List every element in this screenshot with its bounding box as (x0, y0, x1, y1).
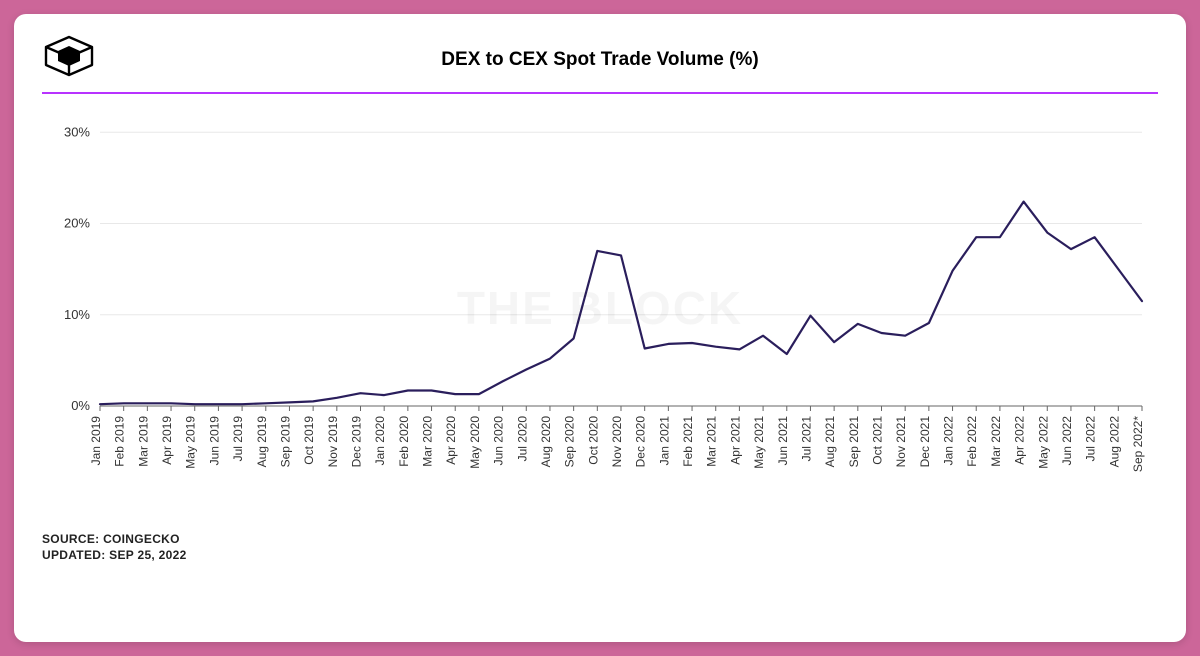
svg-text:Nov 2021: Nov 2021 (894, 416, 908, 468)
svg-text:Dec 2021: Dec 2021 (918, 416, 932, 468)
svg-text:Aug 2020: Aug 2020 (539, 416, 553, 468)
svg-text:Nov 2020: Nov 2020 (610, 416, 624, 468)
svg-text:Mar 2020: Mar 2020 (421, 416, 435, 467)
theblock-logo-icon (42, 34, 96, 83)
svg-text:Jun 2022: Jun 2022 (1060, 416, 1074, 466)
svg-text:Jan 2022: Jan 2022 (942, 416, 956, 466)
svg-text:Aug 2022: Aug 2022 (1107, 416, 1121, 468)
chart-footer: SOURCE: COINGECKO UPDATED: SEP 25, 2022 (42, 532, 1158, 563)
svg-text:Oct 2020: Oct 2020 (586, 416, 600, 465)
source-label: SOURCE: COINGECKO (42, 532, 1158, 548)
svg-text:Sep 2019: Sep 2019 (279, 416, 293, 468)
svg-text:Feb 2019: Feb 2019 (113, 416, 127, 467)
svg-text:Nov 2019: Nov 2019 (326, 416, 340, 468)
svg-text:Jun 2021: Jun 2021 (776, 416, 790, 466)
svg-text:Jan 2021: Jan 2021 (657, 416, 671, 466)
svg-text:Apr 2019: Apr 2019 (160, 416, 174, 465)
svg-text:Jun 2019: Jun 2019 (207, 416, 221, 466)
svg-text:Jul 2020: Jul 2020 (515, 416, 529, 462)
svg-text:Apr 2021: Apr 2021 (728, 416, 742, 465)
svg-text:Feb 2020: Feb 2020 (397, 416, 411, 467)
svg-text:Sep 2022*: Sep 2022* (1131, 416, 1145, 472)
chart-card: DEX to CEX Spot Trade Volume (%) THE BLO… (14, 14, 1186, 642)
svg-text:Apr 2022: Apr 2022 (1013, 416, 1027, 465)
svg-text:Oct 2021: Oct 2021 (871, 416, 885, 465)
header-row: DEX to CEX Spot Trade Volume (%) (42, 34, 1158, 86)
svg-text:May 2019: May 2019 (184, 416, 198, 469)
svg-text:Mar 2021: Mar 2021 (705, 416, 719, 467)
svg-text:May 2020: May 2020 (468, 416, 482, 469)
svg-text:30%: 30% (64, 124, 90, 139)
svg-text:Jan 2020: Jan 2020 (373, 416, 387, 466)
updated-label: UPDATED: SEP 25, 2022 (42, 548, 1158, 564)
svg-text:May 2021: May 2021 (752, 416, 766, 469)
svg-text:May 2022: May 2022 (1036, 416, 1050, 469)
svg-text:Feb 2022: Feb 2022 (965, 416, 979, 467)
svg-text:0%: 0% (71, 398, 90, 413)
svg-text:Aug 2021: Aug 2021 (823, 416, 837, 468)
svg-text:Aug 2019: Aug 2019 (255, 416, 269, 468)
header-divider (42, 92, 1158, 94)
line-chart-svg: 0% 10% 20% 30% Jan 2019 Feb 2019 Mar 2019 Apr … (42, 106, 1158, 526)
chart-area: THE BLOCK 0%10%20%30% Jan 2019Feb 2019Ma… (42, 106, 1158, 526)
svg-text:Sep 2020: Sep 2020 (563, 416, 577, 468)
svg-text:Oct 2019: Oct 2019 (302, 416, 316, 465)
svg-text:Mar 2019: Mar 2019 (136, 416, 150, 467)
svg-text:Jun 2020: Jun 2020 (492, 416, 506, 466)
svg-text:Dec 2020: Dec 2020 (634, 416, 648, 468)
svg-text:Sep 2021: Sep 2021 (847, 416, 861, 468)
svg-text:Jul 2021: Jul 2021 (800, 416, 814, 462)
svg-text:Jul 2022: Jul 2022 (1084, 416, 1098, 462)
svg-text:10%: 10% (64, 307, 90, 322)
svg-text:Jan 2019: Jan 2019 (89, 416, 103, 466)
svg-text:Mar 2022: Mar 2022 (989, 416, 1003, 467)
svg-text:Dec 2019: Dec 2019 (350, 416, 364, 468)
svg-text:20%: 20% (64, 216, 90, 231)
svg-text:Jul 2019: Jul 2019 (231, 416, 245, 462)
svg-text:Apr 2020: Apr 2020 (444, 416, 458, 465)
svg-text:Feb 2021: Feb 2021 (681, 416, 695, 467)
chart-title: DEX to CEX Spot Trade Volume (%) (42, 49, 1158, 71)
